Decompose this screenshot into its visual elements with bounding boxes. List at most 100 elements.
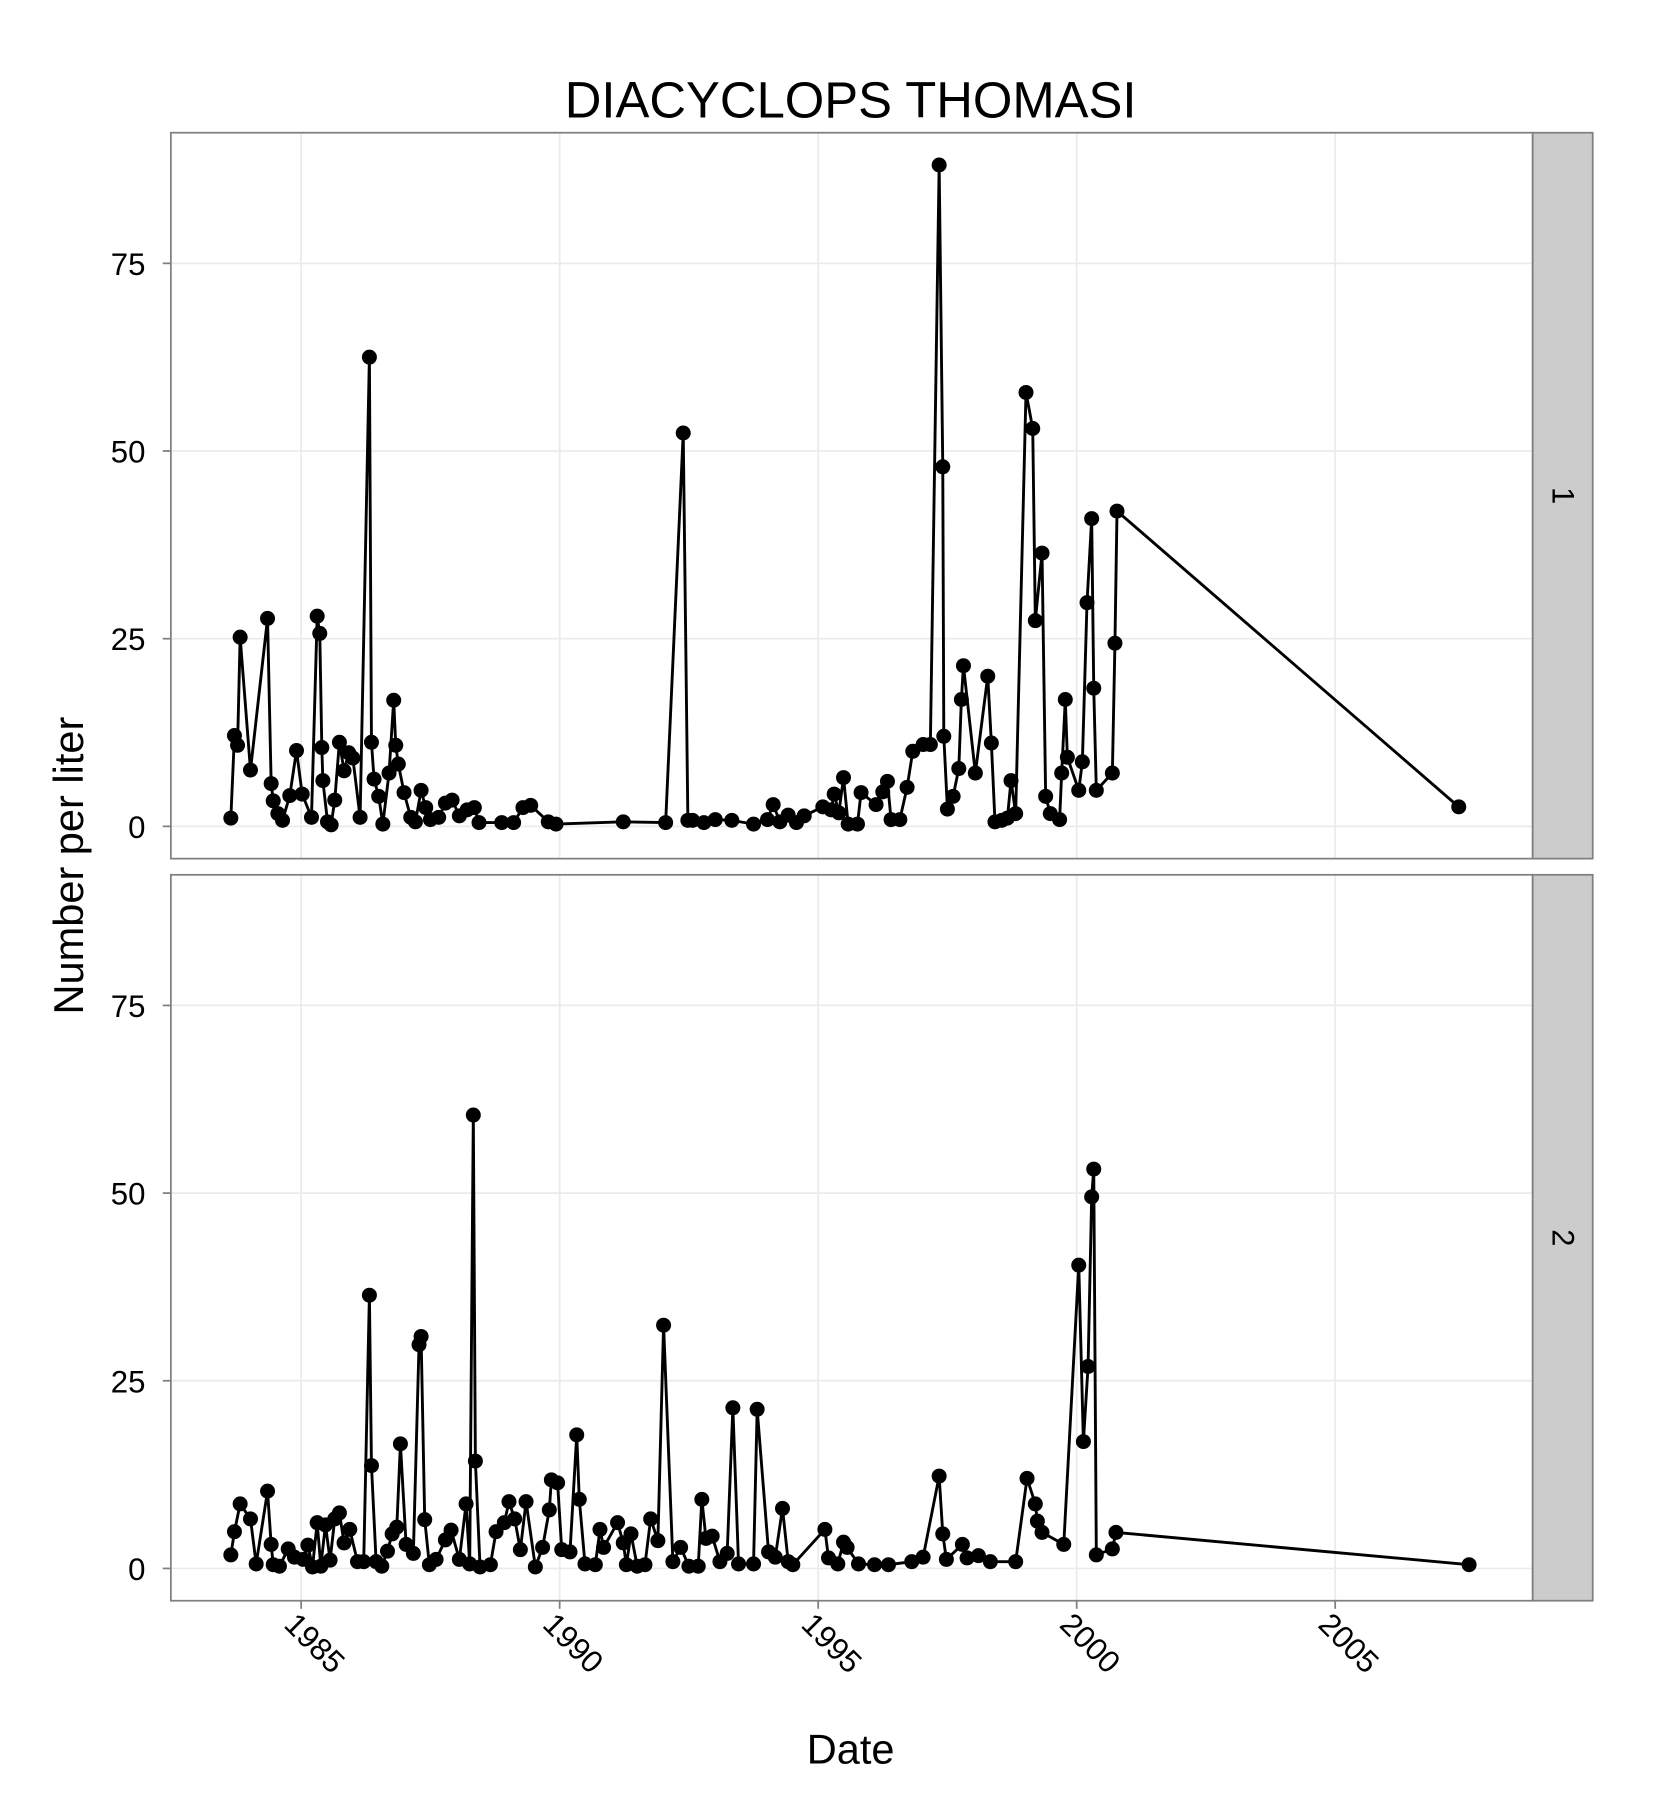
data-point bbox=[959, 1550, 975, 1566]
data-point bbox=[428, 1551, 444, 1567]
data-point bbox=[610, 1515, 626, 1531]
data-point bbox=[263, 1536, 279, 1552]
y-tick-label: 25 bbox=[111, 1364, 146, 1399]
data-point bbox=[431, 809, 447, 825]
data-point bbox=[685, 812, 701, 828]
data-point bbox=[983, 735, 999, 751]
data-point bbox=[765, 797, 781, 813]
data-point bbox=[982, 1554, 998, 1570]
panel-background bbox=[170, 132, 1533, 859]
data-point bbox=[931, 157, 947, 173]
data-point bbox=[282, 788, 298, 804]
data-point bbox=[665, 1554, 681, 1570]
data-point bbox=[465, 1107, 481, 1123]
data-point bbox=[1056, 1536, 1072, 1552]
data-point bbox=[361, 349, 377, 365]
data-point bbox=[1084, 511, 1100, 527]
data-point bbox=[835, 770, 852, 786]
y-tick-label: 50 bbox=[111, 1177, 146, 1212]
data-point bbox=[954, 1536, 970, 1552]
y-tick-label: 75 bbox=[111, 989, 146, 1024]
data-point bbox=[817, 1521, 833, 1537]
data-point bbox=[867, 1557, 883, 1573]
data-point bbox=[466, 800, 482, 816]
data-point bbox=[980, 668, 996, 684]
data-point bbox=[413, 782, 429, 798]
data-point bbox=[1029, 1513, 1045, 1529]
data-point bbox=[535, 1539, 551, 1555]
data-point bbox=[265, 793, 281, 809]
data-point bbox=[232, 629, 248, 645]
data-point bbox=[363, 734, 379, 750]
data-point bbox=[922, 737, 938, 753]
data-point bbox=[389, 1519, 405, 1535]
data-point bbox=[1025, 420, 1041, 436]
data-point bbox=[1086, 680, 1102, 696]
data-point bbox=[1008, 1554, 1024, 1570]
data-point bbox=[562, 1544, 578, 1560]
data-point bbox=[374, 1558, 390, 1574]
data-point bbox=[849, 816, 865, 832]
data-point bbox=[592, 1521, 608, 1537]
data-point bbox=[749, 1401, 765, 1417]
data-point bbox=[1079, 595, 1095, 611]
data-point bbox=[371, 788, 387, 804]
data-point bbox=[774, 1500, 790, 1516]
data-point bbox=[830, 1556, 846, 1572]
data-point bbox=[853, 785, 869, 801]
data-point bbox=[1027, 1496, 1043, 1512]
data-point bbox=[850, 1556, 866, 1572]
data-point bbox=[880, 1557, 896, 1573]
data-point bbox=[1071, 1257, 1087, 1273]
data-point bbox=[392, 1436, 408, 1452]
data-point bbox=[1008, 806, 1024, 822]
data-point bbox=[223, 810, 239, 826]
data-point bbox=[512, 1542, 528, 1558]
data-point bbox=[1034, 1524, 1050, 1540]
data-point bbox=[767, 1549, 783, 1565]
data-point bbox=[955, 658, 971, 674]
data-point bbox=[458, 1496, 474, 1512]
data-point bbox=[342, 1521, 358, 1537]
data-point bbox=[704, 1528, 720, 1544]
data-point bbox=[260, 1483, 276, 1499]
data-point bbox=[413, 1328, 429, 1344]
data-point bbox=[587, 1557, 603, 1573]
data-point bbox=[315, 773, 331, 789]
data-point bbox=[1088, 1547, 1104, 1563]
data-point bbox=[945, 788, 961, 804]
data-point bbox=[260, 610, 276, 626]
facet-label: 1 bbox=[1545, 487, 1580, 504]
data-point bbox=[656, 1317, 672, 1333]
data-point bbox=[1075, 1434, 1091, 1450]
data-point bbox=[363, 1458, 379, 1474]
data-point bbox=[967, 765, 983, 781]
data-point bbox=[396, 785, 412, 801]
data-point bbox=[1108, 1524, 1124, 1540]
data-point bbox=[523, 797, 539, 813]
data-point bbox=[571, 1491, 587, 1507]
data-point bbox=[271, 1558, 287, 1574]
data-point bbox=[1054, 765, 1070, 781]
data-point bbox=[707, 812, 723, 828]
data-point bbox=[548, 816, 564, 832]
data-point bbox=[443, 1522, 459, 1538]
data-point bbox=[724, 812, 740, 828]
data-point bbox=[690, 1558, 706, 1574]
data-point bbox=[288, 743, 304, 759]
data-point bbox=[336, 1535, 352, 1551]
data-point bbox=[1018, 384, 1034, 400]
data-point bbox=[242, 762, 258, 778]
data-point bbox=[375, 816, 391, 832]
y-tick-label: 75 bbox=[111, 247, 146, 282]
data-point bbox=[550, 1475, 566, 1491]
data-point bbox=[569, 1427, 585, 1443]
data-point bbox=[658, 815, 674, 831]
data-point bbox=[405, 1545, 421, 1561]
data-point bbox=[506, 815, 522, 831]
data-point bbox=[482, 1557, 498, 1573]
data-point bbox=[300, 1537, 316, 1553]
data-point bbox=[1019, 1470, 1035, 1486]
data-point bbox=[312, 625, 328, 641]
data-point bbox=[1027, 613, 1043, 629]
